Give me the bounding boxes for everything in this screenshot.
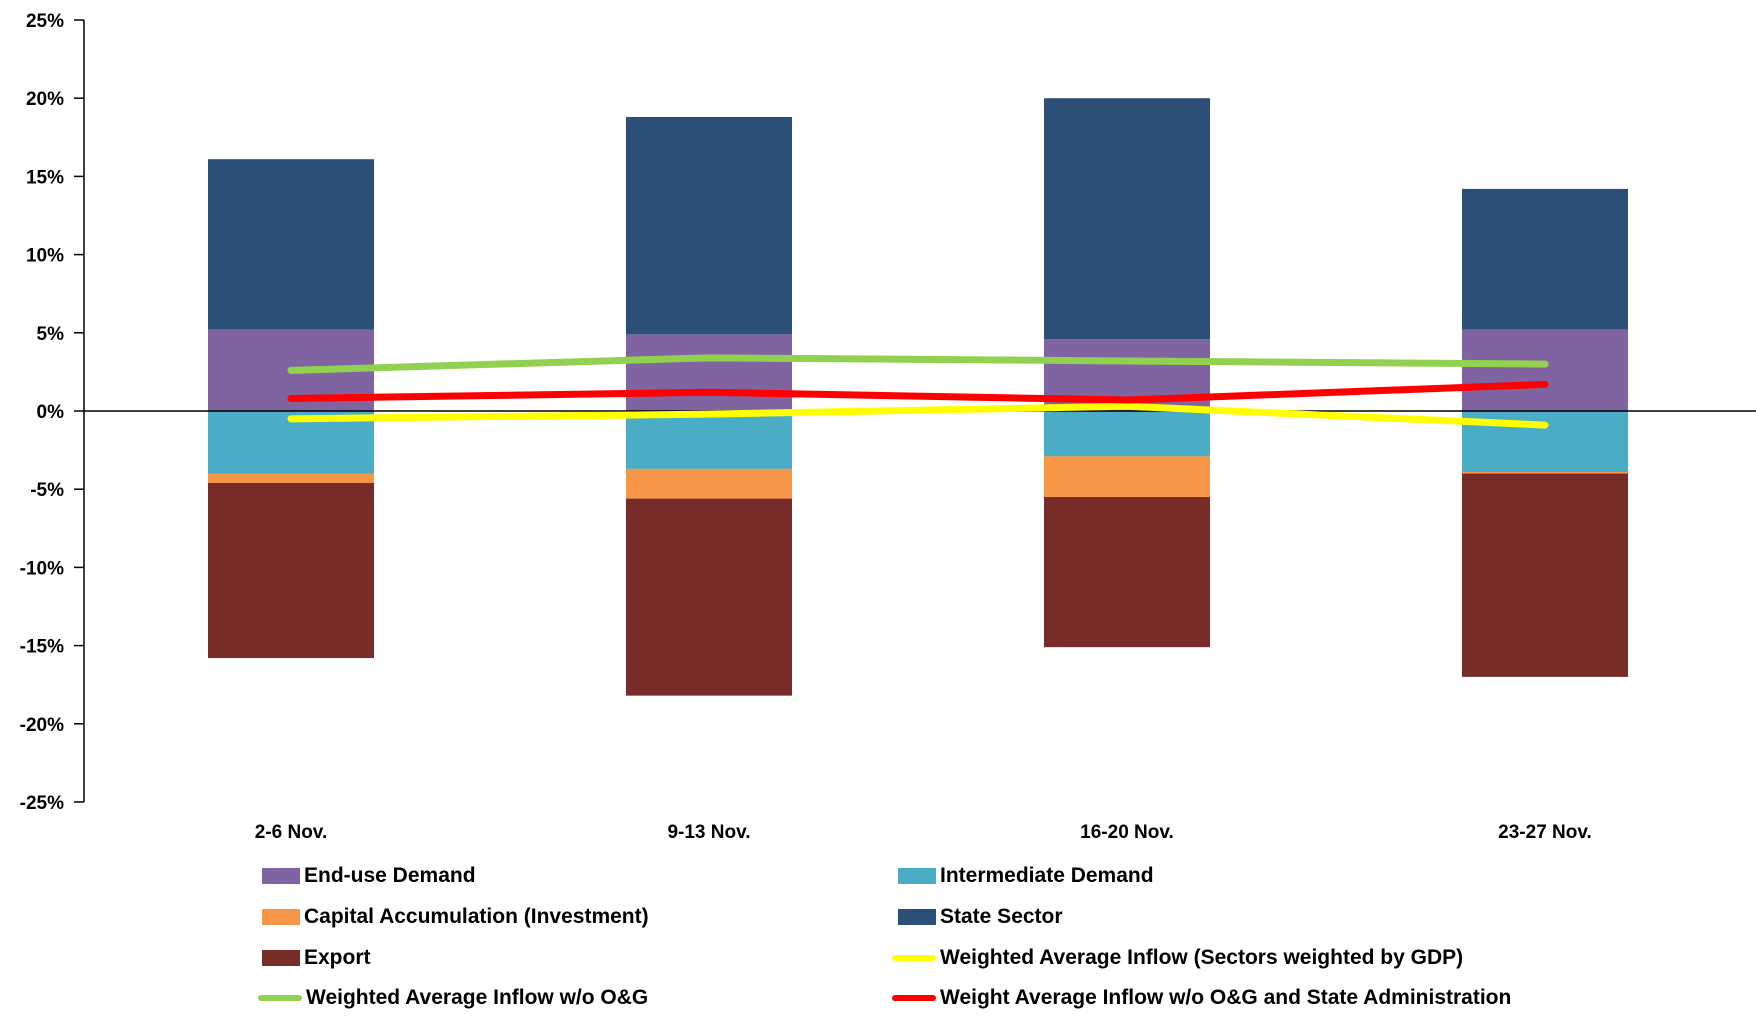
bar-segment (1462, 329, 1628, 411)
bar-segment (1044, 456, 1210, 498)
y-tick-label: 25% (26, 11, 64, 32)
y-tick-label: 10% (26, 246, 64, 267)
bar-segment (1462, 473, 1628, 677)
bar-segment (626, 411, 792, 469)
x-category-label: 23-27 Nov. (1498, 822, 1592, 843)
bar-segment (1044, 411, 1210, 457)
bar-segment (1044, 497, 1210, 648)
y-tick-label: -10% (20, 558, 64, 579)
y-axis: -25% -20% -15% -10% -5% 0% 5% 10% 15% 20% 25% (20, 11, 85, 814)
bar-segment (626, 334, 792, 411)
y-tick-label: -25% (20, 793, 64, 814)
series-line (287, 402, 1549, 429)
y-tick-label: 15% (26, 167, 64, 188)
bar-segment (626, 498, 792, 696)
bar-segment (208, 159, 374, 330)
series-line (287, 380, 1549, 404)
series-line (287, 354, 1549, 374)
x-category-label: 16-20 Nov. (1080, 822, 1174, 843)
y-tick-label: 0% (37, 402, 65, 423)
y-tick-label: -5% (30, 480, 64, 501)
x-axis-labels: 2-6 Nov. 9-13 Nov. 16-20 Nov. 23-27 Nov. (255, 822, 1592, 843)
y-tick-label: -15% (20, 637, 64, 658)
y-tick-label: 5% (37, 324, 65, 345)
bar-segment (626, 116, 792, 335)
y-tick-label: 20% (26, 89, 64, 110)
bar-segment (1044, 98, 1210, 340)
bar-segment (208, 473, 374, 483)
y-tick-label: -20% (20, 715, 64, 736)
bar-segment (208, 482, 374, 659)
x-category-label: 2-6 Nov. (255, 822, 328, 843)
x-category-label: 9-13 Nov. (667, 822, 750, 843)
line-layer (287, 354, 1549, 429)
bar-segment (1462, 188, 1628, 330)
bar-segment (1462, 471, 1628, 474)
bar-segment (626, 468, 792, 499)
